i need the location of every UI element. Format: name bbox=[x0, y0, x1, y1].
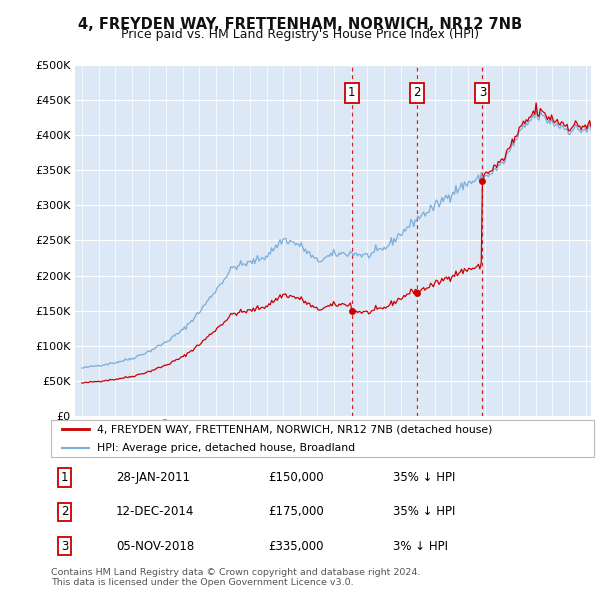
Text: 12-DEC-2014: 12-DEC-2014 bbox=[116, 505, 194, 519]
Text: 35% ↓ HPI: 35% ↓ HPI bbox=[393, 471, 455, 484]
Text: 2: 2 bbox=[61, 505, 68, 519]
Text: HPI: Average price, detached house, Broadland: HPI: Average price, detached house, Broa… bbox=[97, 443, 355, 453]
Text: 4, FREYDEN WAY, FRETTENHAM, NORWICH, NR12 7NB (detached house): 4, FREYDEN WAY, FRETTENHAM, NORWICH, NR1… bbox=[97, 424, 493, 434]
Text: 3% ↓ HPI: 3% ↓ HPI bbox=[393, 540, 448, 553]
Text: 35% ↓ HPI: 35% ↓ HPI bbox=[393, 505, 455, 519]
Text: 2: 2 bbox=[413, 87, 421, 100]
Text: 4, FREYDEN WAY, FRETTENHAM, NORWICH, NR12 7NB: 4, FREYDEN WAY, FRETTENHAM, NORWICH, NR1… bbox=[78, 17, 522, 31]
Text: Price paid vs. HM Land Registry's House Price Index (HPI): Price paid vs. HM Land Registry's House … bbox=[121, 28, 479, 41]
Text: £175,000: £175,000 bbox=[268, 505, 324, 519]
Text: 1: 1 bbox=[61, 471, 68, 484]
Text: Contains HM Land Registry data © Crown copyright and database right 2024.
This d: Contains HM Land Registry data © Crown c… bbox=[51, 568, 421, 587]
Text: 3: 3 bbox=[479, 87, 486, 100]
Text: 28-JAN-2011: 28-JAN-2011 bbox=[116, 471, 190, 484]
Text: £150,000: £150,000 bbox=[268, 471, 324, 484]
Text: £335,000: £335,000 bbox=[268, 540, 324, 553]
Text: 05-NOV-2018: 05-NOV-2018 bbox=[116, 540, 194, 553]
Text: 3: 3 bbox=[61, 540, 68, 553]
Text: 1: 1 bbox=[348, 87, 356, 100]
